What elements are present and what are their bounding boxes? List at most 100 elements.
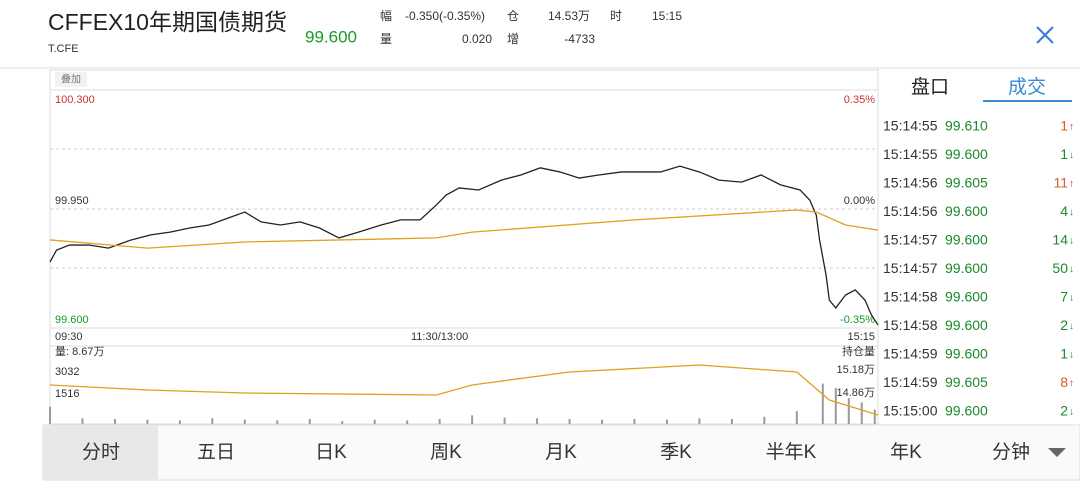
price: 99.600 (305, 27, 357, 46)
stat-value: -0.350(-0.35%) (405, 9, 485, 23)
volume-bar (821, 383, 824, 424)
period-tab[interactable]: 季K (660, 441, 692, 463)
trade-time: 15:14:58 (883, 317, 938, 333)
trade-time: 15:14:59 (883, 346, 938, 362)
stat-value: 14.53万 (548, 9, 590, 23)
volume-bar (730, 418, 733, 424)
volume-tick-label: 3032 (55, 366, 79, 378)
tab-active[interactable]: 成交 (1008, 76, 1046, 98)
oi-tick-label: 15.18万 (836, 364, 875, 376)
close-button[interactable] (1036, 26, 1054, 44)
trade-time: 15:15:00 (883, 403, 938, 419)
period-tab[interactable]: 年K (890, 441, 922, 463)
y2-tick-label: -0.35% (840, 314, 875, 326)
y-tick-label: 100.300 (55, 94, 95, 106)
trade-price: 99.600 (945, 203, 988, 219)
trade-volume: 1 (1060, 346, 1068, 362)
trade-time: 15:14:57 (883, 232, 938, 248)
volume-bar (665, 419, 668, 424)
y2-tick-label: 0.35% (844, 94, 875, 106)
period-tab[interactable]: 五日 (197, 442, 235, 463)
trade-volume: 8 (1060, 374, 1068, 390)
trade-arrow: ↓ (1069, 150, 1074, 161)
period-tab[interactable]: 分钟 (992, 441, 1030, 463)
code: T.CFE (48, 43, 79, 55)
trade-time: 15:14:55 (883, 146, 938, 162)
price-line (49, 165, 879, 326)
volume-bar (81, 418, 84, 424)
trade-price: 99.600 (945, 260, 988, 276)
tab-selected (43, 425, 158, 480)
volume-bar (341, 421, 344, 424)
y-tick-label: 99.600 (55, 314, 89, 326)
period-tab[interactable]: 日K (315, 442, 347, 463)
volume-bar (276, 420, 279, 424)
overlay-button[interactable] (55, 72, 87, 87)
volume-bar (438, 418, 441, 424)
trade-price: 99.600 (945, 289, 988, 305)
period-tab[interactable]: 周K (430, 442, 462, 463)
trade-arrow: ↓ (1069, 407, 1074, 418)
volume-bar (536, 418, 539, 424)
trade-price: 99.600 (945, 403, 988, 419)
stat-label: 幅 (380, 8, 392, 23)
stat-label: 仓 (507, 9, 519, 23)
trade-time: 15:14:59 (883, 374, 938, 390)
volume-bar (471, 415, 474, 424)
trade-arrow: ↑ (1069, 378, 1074, 389)
stat-value: 15:15 (652, 9, 682, 23)
volume-bar (113, 418, 116, 424)
volume-bar (633, 418, 636, 424)
trade-volume: 14 (1052, 232, 1068, 248)
period-tab[interactable]: 分时 (82, 441, 120, 463)
overlay-label: 叠加 (61, 74, 81, 86)
x-tick-label: 15:15 (847, 331, 875, 343)
oi-tick-label: 14.86万 (836, 387, 875, 399)
period-tab[interactable]: 半年K (766, 441, 817, 463)
trade-arrow: ↓ (1069, 321, 1074, 332)
volume-bar (860, 402, 863, 424)
trade-arrow: ↑ (1069, 179, 1074, 190)
trade-arrow: ↓ (1069, 350, 1074, 361)
dropdown-icon[interactable] (1048, 448, 1066, 457)
trade-arrow: ↓ (1069, 236, 1074, 247)
volume-bar (308, 418, 311, 424)
volume-bar (698, 418, 701, 424)
trade-arrow: ↑ (1069, 122, 1074, 133)
tab-bar (42, 424, 1080, 481)
trade-volume: 50 (1052, 260, 1068, 276)
volume-bar (146, 419, 149, 424)
tab[interactable]: 盘口 (911, 76, 949, 98)
volume-bar (795, 411, 798, 424)
volume-bar (373, 419, 376, 424)
volume-bar (568, 418, 571, 424)
trade-time: 15:14:55 (883, 118, 938, 134)
price-line (49, 209, 879, 249)
period-tab[interactable]: 月K (545, 442, 577, 463)
volume-bar (211, 418, 214, 424)
trade-volume: 11 (1053, 175, 1068, 191)
volume-bar (873, 409, 876, 424)
trade-arrow: ↓ (1069, 264, 1074, 275)
volume-bar (243, 419, 246, 424)
volume-bar (601, 419, 603, 424)
trade-price: 99.600 (945, 232, 988, 248)
trade-volume: 4 (1060, 203, 1068, 219)
trade-volume: 1 (1060, 118, 1068, 134)
volume-bar (49, 406, 51, 424)
stat-value: 0.020 (462, 32, 492, 46)
y-tick-label: 99.950 (55, 195, 89, 207)
trade-time: 15:14:57 (883, 260, 938, 276)
volume-bar (178, 420, 181, 424)
trade-price: 99.600 (945, 346, 988, 362)
trade-time: 15:14:56 (883, 175, 938, 191)
volume-bar (406, 420, 409, 424)
trade-volume: 1 (1060, 146, 1068, 162)
stat-value: -4733 (564, 32, 595, 46)
y2-tick-label: 0.00% (844, 195, 875, 207)
oi-line (49, 364, 879, 416)
stat-label: 增 (507, 32, 519, 46)
trade-time: 15:14:56 (883, 203, 938, 219)
